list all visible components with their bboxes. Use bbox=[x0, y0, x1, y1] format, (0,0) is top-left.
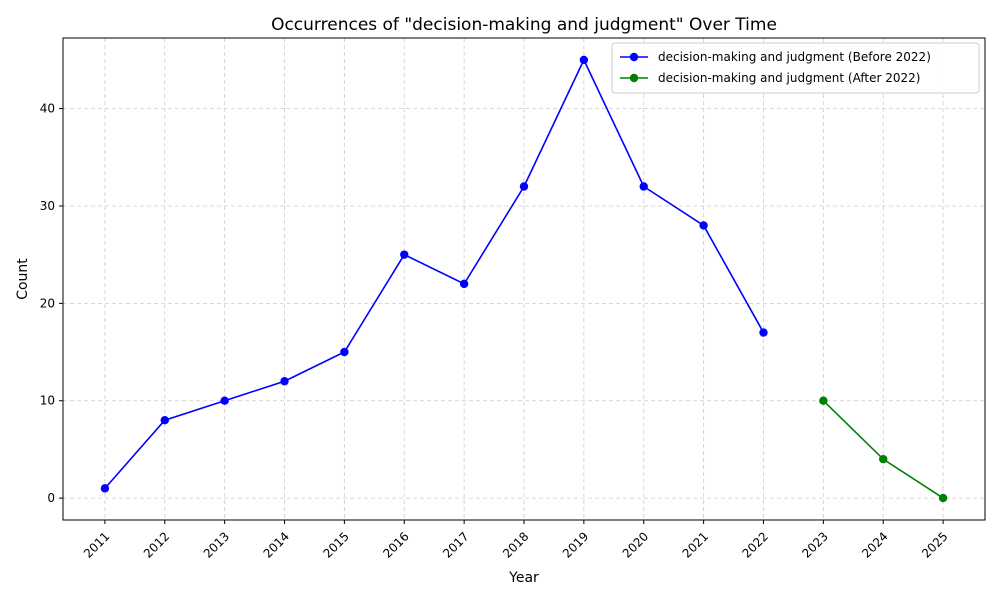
data-point bbox=[459, 279, 469, 289]
data-point bbox=[579, 55, 589, 65]
y-axis-title: Count bbox=[15, 258, 31, 300]
data-point bbox=[280, 377, 289, 386]
chart-title: Occurrences of "decision-making and judg… bbox=[271, 15, 777, 35]
data-point bbox=[819, 396, 828, 405]
data-point bbox=[160, 415, 169, 425]
x-axis-title: Year bbox=[508, 570, 539, 586]
data-point bbox=[519, 182, 529, 191]
y-tick-label: 10 bbox=[40, 394, 55, 408]
data-point bbox=[340, 347, 349, 357]
legend: decision-making and judgment (Before 202… bbox=[611, 42, 980, 94]
series-layer bbox=[100, 55, 948, 503]
legend-label: decision-making and judgment (Before 202… bbox=[658, 50, 931, 64]
data-point bbox=[220, 396, 229, 405]
data-point bbox=[938, 493, 948, 503]
legend-box bbox=[611, 42, 980, 94]
grid-lines bbox=[63, 38, 985, 520]
y-tick-label: 0 bbox=[47, 491, 55, 505]
data-point bbox=[879, 454, 888, 464]
data-point bbox=[699, 221, 708, 230]
data-point bbox=[759, 328, 768, 337]
data-point bbox=[400, 250, 409, 259]
legend-marker bbox=[629, 73, 639, 83]
data-point bbox=[100, 484, 110, 493]
y-tick-label: 20 bbox=[40, 296, 55, 310]
legend-marker bbox=[629, 52, 639, 62]
y-axis-ticks: 0 10 20 30 40 bbox=[40, 102, 63, 505]
series-1 bbox=[100, 55, 768, 493]
legend-label: decision-making and judgment (After 2022… bbox=[658, 71, 920, 85]
series-2 bbox=[819, 396, 948, 503]
y-tick-label: 30 bbox=[40, 199, 55, 213]
y-tick-label: 40 bbox=[40, 102, 55, 116]
series-line bbox=[104, 58, 765, 489]
data-point bbox=[639, 182, 648, 191]
